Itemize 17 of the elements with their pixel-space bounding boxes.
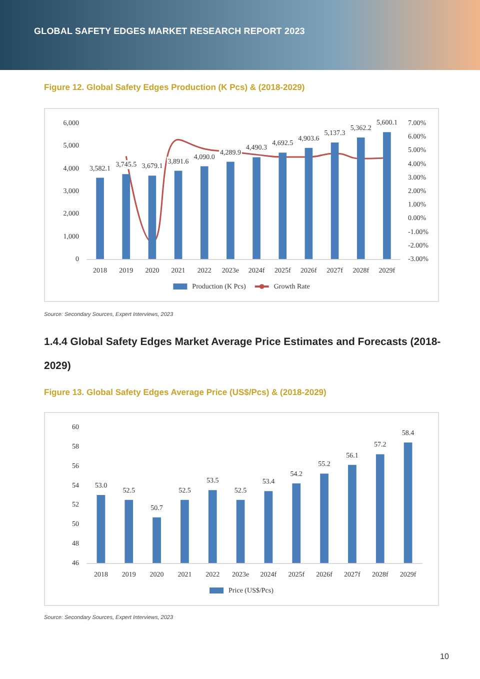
- text: 10: [440, 652, 449, 661]
- bar: [278, 152, 287, 259]
- bar: [304, 148, 313, 259]
- bar: [252, 157, 260, 259]
- chart-title: Figure 13. Global Safety Edges Average Price (US$/Pcs) & (2018-2029): [44, 387, 326, 397]
- bar: [122, 174, 130, 259]
- chart-title: Figure 12. Global Safety Edges Production (K Pcs) & (2018-2029): [44, 82, 305, 92]
- bar: [200, 166, 208, 259]
- bar: [226, 162, 234, 259]
- text: 1.4.4 Global Safety Edges Market Average Price Estimates and Forecasts (2018-2029): [44, 335, 442, 374]
- text: GLOBAL SAFETY EDGES MARKET RESEARCH REPORT 2023: [34, 26, 305, 36]
- bar: [356, 137, 365, 259]
- bar: [148, 176, 156, 259]
- bar: [96, 178, 104, 259]
- bar: [330, 142, 339, 259]
- bar: [174, 170, 182, 259]
- bar: [383, 132, 391, 259]
